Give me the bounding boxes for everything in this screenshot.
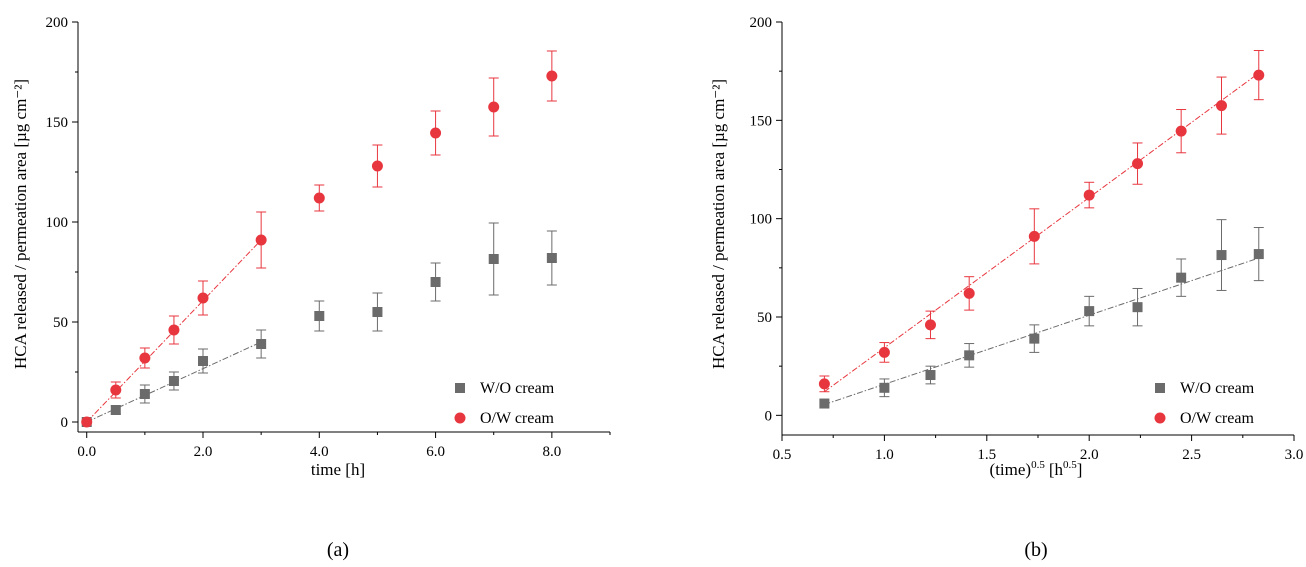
- data-point: [819, 398, 830, 409]
- x-tick-label: 8.0: [542, 444, 561, 460]
- y-tick-label: 200: [46, 15, 69, 31]
- x-axis-label-b: (time)0.5 [h0.5]: [990, 459, 1083, 479]
- data-point: [546, 70, 558, 82]
- data-point: [1216, 100, 1228, 112]
- y-axis-label-a: HCA released / permeation area [µg cm⁻²]: [11, 79, 30, 369]
- panel-label-a: (a): [327, 539, 349, 561]
- y-tick-label: 0: [765, 408, 773, 424]
- data-point: [963, 287, 975, 299]
- x-tick-label: 4.0: [310, 444, 329, 460]
- data-point: [925, 370, 936, 381]
- chart-panel-b: HCA released / permeation area [µg cm⁻²]…: [709, 15, 1303, 561]
- y-tick-label: 50: [53, 315, 68, 331]
- panel-label-b: (b): [1024, 539, 1047, 561]
- fit-line: [86, 239, 262, 423]
- data-point: [1253, 69, 1265, 81]
- data-point: [924, 319, 936, 331]
- data-point: [818, 378, 830, 390]
- data-point: [198, 356, 209, 366]
- data-point: [964, 350, 975, 361]
- data-point: [546, 253, 557, 263]
- y-tick-label: 200: [750, 15, 773, 31]
- data-point: [1029, 333, 1040, 344]
- data-point: [1084, 306, 1095, 317]
- data-point: [1176, 272, 1187, 283]
- data-point: [879, 382, 890, 393]
- y-tick-label: 150: [46, 115, 69, 131]
- fit-line: [824, 72, 1260, 393]
- legend-label: W/O cream: [480, 380, 555, 397]
- x-axis-label-a: time [h]: [311, 460, 365, 479]
- x-tick-label: 2.0: [194, 444, 213, 460]
- data-point: [81, 416, 93, 428]
- data-point: [197, 292, 209, 304]
- data-point: [314, 311, 325, 321]
- y-tick-label: 100: [750, 212, 773, 228]
- legend-label: O/W cream: [480, 410, 554, 427]
- data-point: [1175, 125, 1187, 137]
- legend-label: W/O cream: [1180, 380, 1255, 397]
- legend-marker: [1154, 412, 1166, 424]
- y-tick-label: 150: [750, 113, 773, 129]
- y-axis-label-b: HCA released / permeation area [µg cm⁻²]: [709, 79, 728, 369]
- data-point: [313, 192, 325, 204]
- data-point: [168, 376, 179, 386]
- data-point: [430, 127, 442, 139]
- data-point: [371, 160, 383, 172]
- data-point: [255, 234, 267, 246]
- data-point: [878, 346, 890, 358]
- x-tick-label: 3.0: [1285, 447, 1304, 463]
- data-point: [110, 405, 121, 415]
- data-point: [1132, 158, 1144, 170]
- x-tick-label: 1.5: [977, 447, 996, 463]
- data-point: [139, 389, 150, 399]
- x-tick-label: 0.5: [773, 447, 792, 463]
- data-point: [1253, 249, 1264, 260]
- y-tick-label: 50: [757, 310, 772, 326]
- data-point: [1132, 302, 1143, 313]
- data-point: [110, 384, 122, 396]
- fit-line: [824, 257, 1259, 405]
- data-point: [488, 101, 500, 113]
- chart-panel-a: HCA released / permeation area [µg cm⁻²]…: [11, 15, 611, 561]
- x-tick-label: 1.0: [875, 447, 894, 463]
- data-point: [1083, 189, 1095, 201]
- x-tick-label: 0.0: [77, 444, 96, 460]
- legend-marker: [1155, 383, 1165, 393]
- x-tick-label: 2.0: [1080, 447, 1099, 463]
- data-point: [1216, 250, 1227, 261]
- data-point: [372, 307, 383, 317]
- x-tick-label: 2.5: [1182, 447, 1201, 463]
- x-tick-label: 6.0: [426, 444, 445, 460]
- data-point: [430, 277, 441, 287]
- data-point: [168, 324, 180, 336]
- legend-marker: [455, 383, 465, 393]
- data-point: [1028, 230, 1040, 242]
- data-point: [488, 254, 499, 264]
- y-tick-label: 0: [61, 415, 69, 431]
- legend-marker: [454, 412, 466, 424]
- y-tick-label: 100: [46, 215, 69, 231]
- data-point: [256, 339, 267, 349]
- data-point: [139, 352, 151, 364]
- legend-label: O/W cream: [1180, 410, 1254, 427]
